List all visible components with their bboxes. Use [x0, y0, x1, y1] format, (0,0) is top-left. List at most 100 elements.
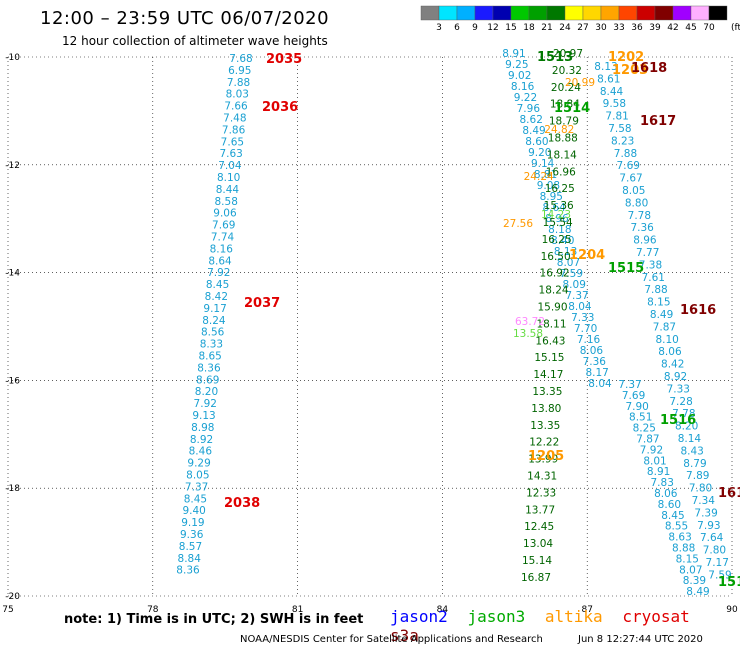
axis-ticks: 75 78 81 84 87 90 -10 -12 -14 -16 -18 -20 [2, 53, 738, 615]
satellite-altika: altika [544, 607, 603, 626]
legend-label: 18 [523, 23, 535, 33]
swh-value: 7.36 [583, 356, 607, 368]
swh-value: 7.37 [618, 379, 641, 391]
swh-value: 7.69 [622, 390, 645, 402]
swh-value: 8.51 [629, 412, 652, 424]
swh-value: 7.93 [697, 520, 720, 532]
lat-tick-label: -14 [5, 269, 20, 279]
swh-value: 7.16 [577, 334, 601, 346]
swh-value: 9.13 [192, 410, 215, 422]
swh-value: 8.79 [683, 458, 706, 470]
swh-value: 13.99 [528, 454, 558, 466]
swh-value: 7.69 [212, 220, 235, 232]
lon-tick-label: 84 [437, 605, 449, 615]
swh-value: 18.11 [536, 318, 566, 330]
pass-time-label: 2035 [266, 52, 302, 67]
pass-time-label: 1513 [537, 50, 573, 65]
swh-value: 7.78 [628, 210, 651, 222]
swh-value: 7.80 [689, 483, 712, 495]
swh-value: 8.96 [545, 213, 569, 225]
swh-value: 7.67 [619, 173, 642, 185]
swh-value: 14.23 [541, 209, 571, 221]
legend-label: 9 [472, 23, 478, 33]
swh-value: 7.04 [218, 160, 242, 172]
pass-time-label: 1616 [680, 303, 716, 318]
swh-value: 7.65 [221, 136, 244, 148]
swh-value: 12.22 [529, 437, 559, 449]
swh-value: 18.14 [547, 149, 577, 161]
swh-value: 24.82 [544, 124, 574, 136]
credit-line: NOAA/NESDIS Center for Satellite Applica… [240, 634, 543, 645]
swh-value: 7.87 [653, 321, 676, 333]
legend-label: 21 [541, 23, 552, 33]
swh-value: 8.60 [658, 499, 681, 511]
swh-value: 9.22 [514, 92, 537, 104]
swh-value: 8.20 [195, 386, 218, 398]
swh-value: 8.04 [568, 301, 592, 313]
swh-value: 16.25 [542, 234, 572, 246]
swh-value: 18.24 [539, 285, 569, 297]
swh-value: 20.24 [551, 82, 581, 94]
swh-value: 8.06 [580, 345, 604, 357]
legend-swatch [708, 5, 728, 21]
swh-value: 27.56 [503, 218, 533, 230]
swh-value: 8.61 [597, 73, 620, 85]
pass-time-label: 1202 [608, 50, 644, 65]
lon-tick-label: 78 [147, 605, 159, 615]
swh-value: 8.98 [191, 422, 214, 434]
legend-label: 6 [454, 23, 460, 33]
legend-label: 45 [685, 23, 696, 33]
pass-time-label: 1515 [608, 261, 644, 276]
swh-value: 7.36 [630, 222, 654, 234]
swh-value: 8.92 [190, 434, 213, 446]
swh-value: 8.09 [563, 279, 586, 291]
swh-value: 8.81 [534, 169, 557, 181]
swh-value: 9.06 [213, 208, 237, 220]
swh-value: 9.20 [528, 147, 551, 159]
swh-value: 7.59 [560, 268, 583, 280]
satellite-jason2: jason2 [390, 607, 448, 626]
swh-value: 8.07 [679, 564, 702, 576]
swh-value: 8.33 [200, 339, 223, 351]
swh-value: 8.80 [625, 197, 648, 209]
swh-value: 15.14 [522, 555, 552, 567]
swh-value: 7.39 [694, 507, 717, 519]
legend-label: 39 [649, 23, 661, 33]
swh-value: 8.43 [680, 445, 703, 457]
swh-value: 63.72 [515, 316, 545, 328]
swh-value: 18.88 [548, 133, 578, 145]
swh-value: 7.59 [708, 569, 731, 581]
swh-value: 7.33 [571, 312, 594, 324]
swh-value: 7.88 [644, 284, 667, 296]
swh-value: 8.49 [522, 125, 545, 137]
swh-value: 8.03 [226, 89, 249, 101]
swh-value: 8.10 [655, 334, 678, 346]
swh-value: 9.19 [181, 517, 204, 529]
pass-time-label: 2037 [244, 296, 280, 311]
swh-value: 8.64 [542, 202, 566, 214]
swh-value: 8.55 [665, 521, 688, 533]
swh-value: 8.06 [658, 346, 682, 358]
swh-value: 8.62 [520, 114, 543, 126]
swh-value: 8.69 [196, 374, 219, 386]
swh-value: 7.70 [574, 323, 597, 335]
swh-value: 16.96 [546, 166, 576, 178]
swh-value: 8.64 [208, 255, 232, 267]
swh-value: 9.14 [531, 158, 555, 170]
swh-value: 7.28 [669, 396, 692, 408]
lon-tick-label: 75 [2, 605, 13, 615]
swh-value: 8.15 [676, 553, 699, 565]
pass-time-label: 161 [718, 486, 740, 501]
swh-value: 16.87 [521, 572, 551, 584]
swh-value: 13.35 [530, 420, 560, 432]
legend-label: 33 [613, 23, 624, 33]
swh-value: 8.44 [216, 184, 240, 196]
swh-value: 7.88 [227, 77, 250, 89]
swh-value: 7.83 [651, 477, 674, 489]
satellite-cryosat: cryosat [622, 607, 690, 626]
swh-value: 8.56 [201, 327, 225, 339]
swh-value: 8.18 [548, 224, 571, 236]
swh-value: 8.88 [672, 543, 695, 555]
generated-timestamp: Jun 8 12:27:44 UTC 2020 [578, 634, 703, 645]
